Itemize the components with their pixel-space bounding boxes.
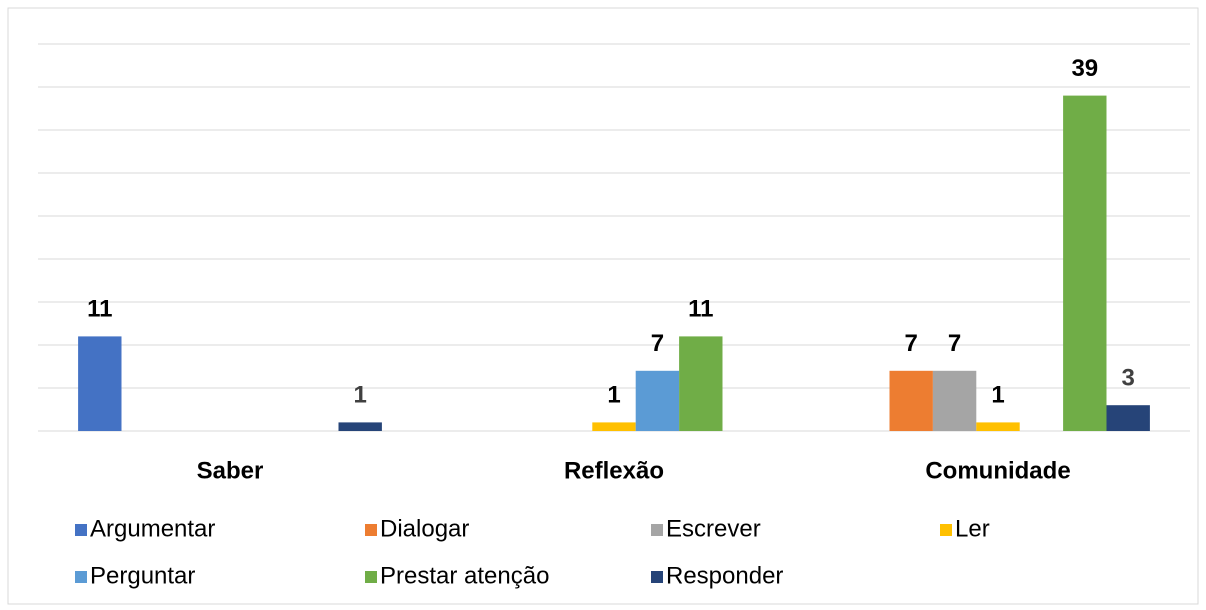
legend-swatch bbox=[940, 524, 952, 536]
chart-frame bbox=[7, 7, 1199, 605]
bar bbox=[889, 370, 933, 431]
legend-swatch bbox=[75, 571, 87, 583]
bar bbox=[592, 422, 636, 431]
legend-swatch bbox=[365, 524, 377, 536]
value-label: 1 bbox=[607, 382, 620, 409]
bar bbox=[78, 336, 122, 431]
bar bbox=[1106, 405, 1150, 431]
value-label: 11 bbox=[87, 296, 112, 323]
legend-label: Responder bbox=[666, 562, 783, 589]
x-tick-label: Saber bbox=[197, 457, 264, 484]
bar bbox=[1063, 95, 1107, 431]
bar bbox=[338, 422, 382, 431]
value-label: 39 bbox=[1071, 55, 1098, 82]
value-label: 1 bbox=[991, 382, 1004, 409]
bar bbox=[976, 422, 1020, 431]
legend-label: Escrever bbox=[666, 515, 761, 542]
bar bbox=[932, 370, 977, 431]
value-label: 7 bbox=[905, 330, 918, 357]
bar bbox=[679, 336, 723, 431]
x-tick-label: Comunidade bbox=[925, 457, 1070, 484]
value-label: 3 bbox=[1122, 365, 1135, 392]
value-label: 1 bbox=[354, 382, 367, 409]
legend-swatch bbox=[365, 571, 377, 583]
bar bbox=[635, 370, 680, 431]
legend-label: Perguntar bbox=[90, 562, 195, 589]
value-label: 7 bbox=[948, 330, 961, 357]
legend-label: Dialogar bbox=[380, 515, 469, 542]
x-tick-label: Reflexão bbox=[564, 457, 664, 484]
legend-label: Ler bbox=[955, 515, 990, 542]
legend-swatch bbox=[651, 571, 663, 583]
legend-swatch bbox=[75, 524, 87, 536]
value-label: 7 bbox=[651, 330, 664, 357]
legend-swatch bbox=[651, 524, 663, 536]
legend-label: Argumentar bbox=[90, 515, 215, 542]
legend-label: Prestar atenção bbox=[380, 562, 549, 589]
value-label: 11 bbox=[688, 296, 713, 323]
